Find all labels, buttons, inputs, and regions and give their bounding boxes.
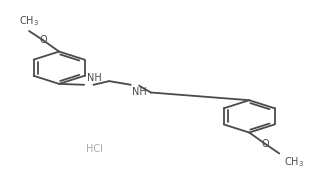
Text: NH: NH [87, 73, 102, 83]
Text: CH$_3$: CH$_3$ [284, 156, 304, 169]
Text: CH$_3$: CH$_3$ [19, 14, 39, 28]
Text: NH: NH [132, 87, 147, 97]
Text: HCl: HCl [86, 144, 103, 154]
Text: O: O [39, 35, 47, 45]
Text: O: O [261, 139, 269, 149]
